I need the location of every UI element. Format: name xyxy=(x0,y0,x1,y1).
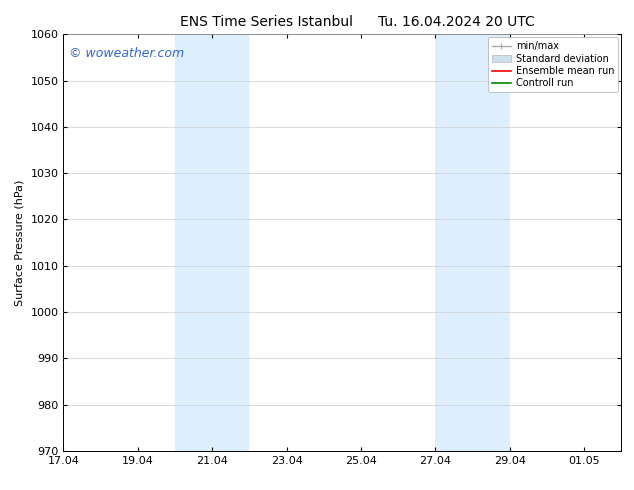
Text: ENS Time Series Istanbul: ENS Time Series Istanbul xyxy=(180,15,353,29)
Text: Tu. 16.04.2024 20 UTC: Tu. 16.04.2024 20 UTC xyxy=(378,15,535,29)
Text: © woweather.com: © woweather.com xyxy=(69,47,184,60)
Bar xyxy=(472,34,510,451)
Bar xyxy=(436,34,472,451)
Bar xyxy=(212,34,249,451)
Bar xyxy=(175,34,212,451)
Y-axis label: Surface Pressure (hPa): Surface Pressure (hPa) xyxy=(15,179,25,306)
Legend: min/max, Standard deviation, Ensemble mean run, Controll run: min/max, Standard deviation, Ensemble me… xyxy=(488,37,618,92)
